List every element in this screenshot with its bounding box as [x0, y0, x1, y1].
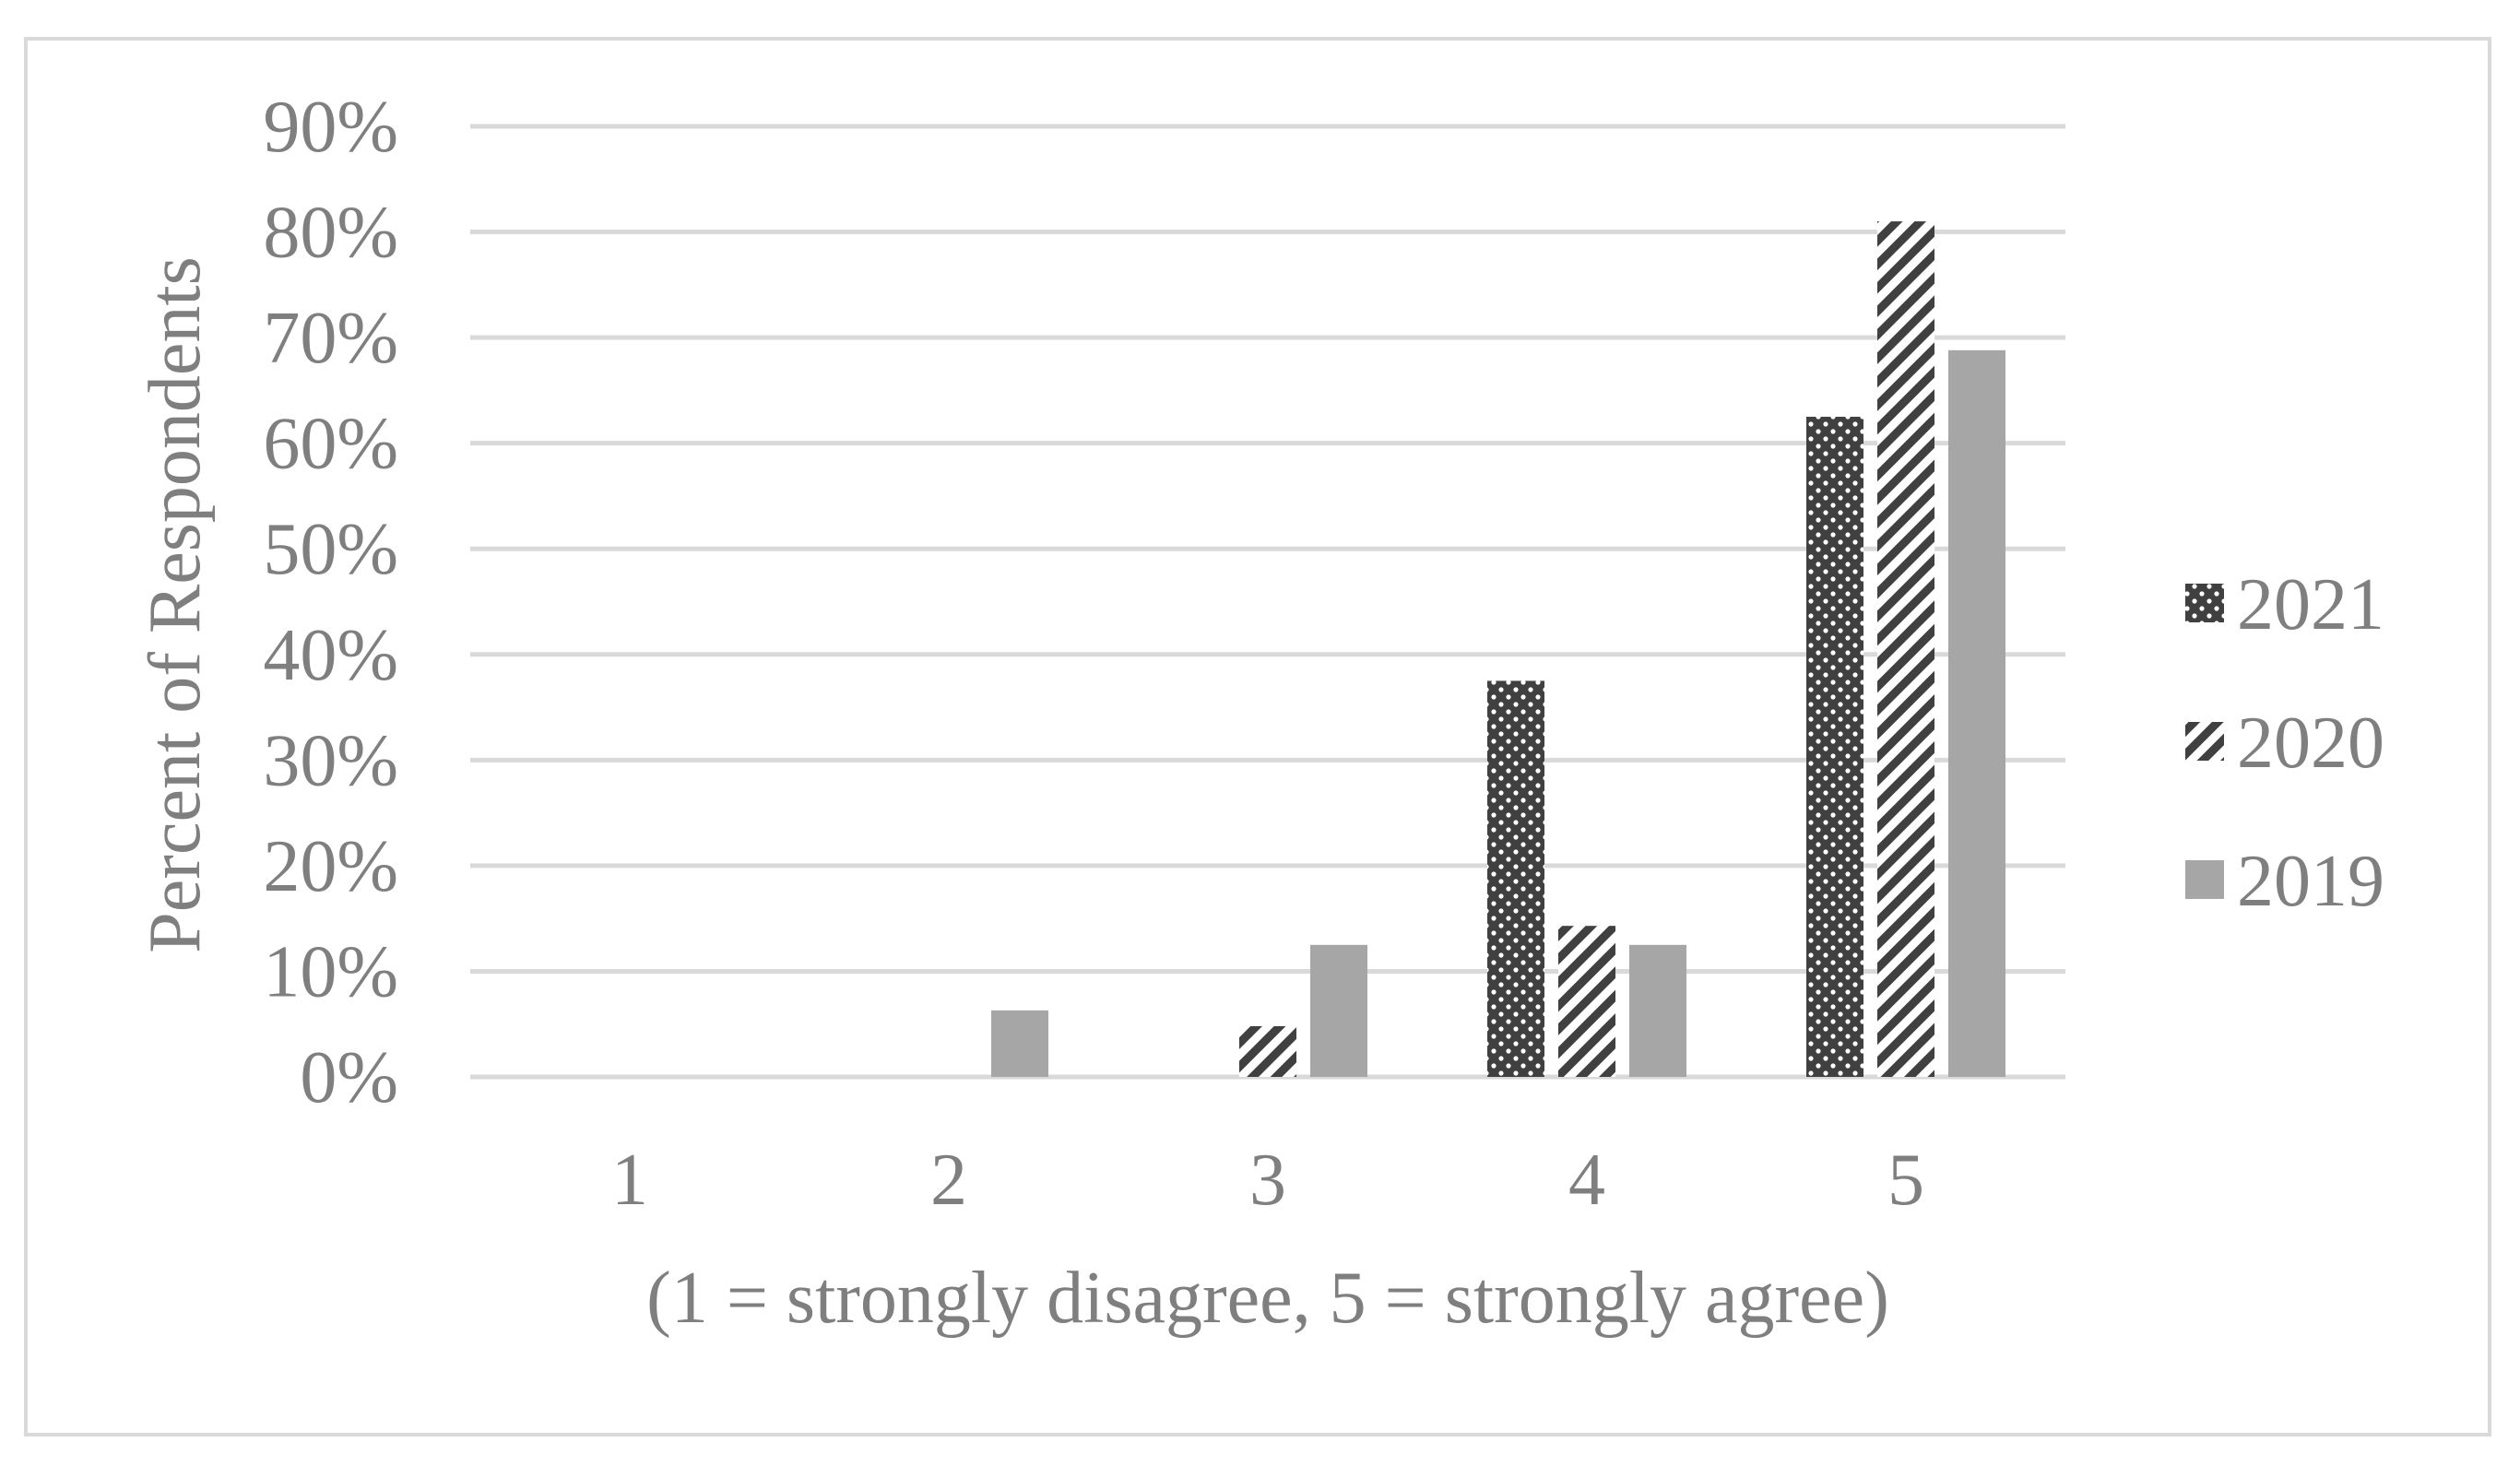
y-tick-label: 80% [263, 193, 398, 274]
x-tick-label: 4 [1568, 1140, 1605, 1221]
y-axis-tick-labels: 0% 10% 20% 30% 40% 50% 60% 70% 80% 90% [263, 87, 398, 1118]
legend-label-2019: 2019 [2237, 841, 2384, 922]
x-tick-label: 2 [930, 1140, 967, 1221]
x-tick-label: 3 [1249, 1140, 1286, 1221]
y-axis-title: Percent of Respondents [135, 256, 216, 952]
x-axis-tick-labels: 1 2 3 4 5 [611, 1140, 1924, 1221]
bar-2021-cat-4 [1487, 680, 1544, 1077]
gridlines [470, 124, 2065, 1080]
legend-swatch-2021 [2185, 584, 2224, 622]
y-tick-label: 0% [300, 1037, 398, 1118]
y-tick-label: 60% [263, 404, 398, 485]
legend-swatch-2019 [2185, 860, 2224, 899]
y-tick-label: 40% [263, 615, 398, 696]
x-axis-title: (1 = strongly disagree, 5 = strongly agr… [646, 1258, 1889, 1339]
y-tick-label: 10% [263, 931, 398, 1012]
bar-2019-cat-5 [1948, 349, 2005, 1077]
y-tick-label: 70% [263, 298, 398, 379]
legend-swatch-2020 [2185, 722, 2224, 761]
legend: 2021 2020 2019 [2185, 564, 2384, 922]
bar-2020-cat-5 [1877, 221, 1934, 1078]
y-tick-label: 90% [263, 87, 398, 168]
legend-label-2020: 2020 [2237, 703, 2384, 784]
y-tick-label: 50% [263, 509, 398, 590]
legend-label-2021: 2021 [2237, 564, 2384, 645]
x-tick-label: 1 [611, 1140, 648, 1221]
bar-2020-cat-3 [1239, 1026, 1296, 1077]
bar-2019-cat-2 [991, 1010, 1048, 1077]
y-tick-label: 30% [263, 720, 398, 801]
bar-2021-cat-5 [1806, 417, 1863, 1077]
chart-frame [24, 37, 2491, 1436]
y-tick-label: 20% [263, 826, 398, 907]
bar-2019-cat-4 [1629, 944, 1686, 1077]
bar-2020-cat-4 [1558, 926, 1615, 1077]
bars [991, 221, 2005, 1078]
bar-2019-cat-3 [1310, 944, 1367, 1077]
x-tick-label: 5 [1887, 1140, 1924, 1221]
